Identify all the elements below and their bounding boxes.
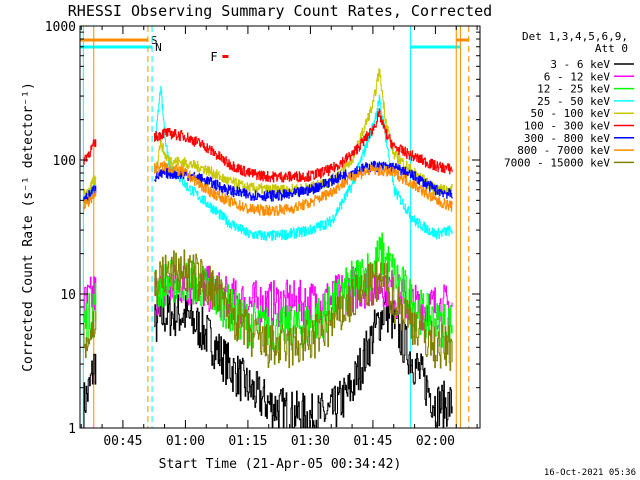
- series-line: [83, 249, 453, 371]
- y-tick-label: 1000: [45, 20, 76, 35]
- y-tick-label: 100: [53, 154, 76, 169]
- x-tick-label: 01:45: [353, 434, 392, 449]
- legend-item-label: 6 - 12 keV: [544, 70, 611, 83]
- x-tick-label: 01:15: [228, 434, 267, 449]
- y-tick-label: 1: [68, 422, 76, 437]
- flare-flag-bar: [222, 55, 229, 58]
- x-axis-label: Start Time (21-Apr-05 00:34:42): [159, 457, 402, 472]
- series-line: [83, 160, 453, 217]
- legend-item-label: 12 - 25 keV: [537, 83, 610, 96]
- footer-timestamp: 16-Oct-2021 05:36: [544, 468, 636, 478]
- legend-header-line1: Det 1,3,4,5,6,9,: [522, 30, 628, 43]
- legend-header-line2: Att 0: [595, 42, 628, 55]
- x-tick-label: 01:00: [166, 434, 205, 449]
- series-line: [83, 232, 453, 352]
- y-tick-label: 10: [60, 288, 76, 303]
- x-tick-label: 00:45: [103, 434, 142, 449]
- legend-item-label: 300 - 800 keV: [524, 132, 610, 145]
- y-axis-label: Corrected Count Rate (s⁻¹ detector⁻¹): [21, 82, 36, 372]
- saa-flag-label: S: [151, 34, 158, 47]
- y-axis: 1 10 100 1000: [45, 20, 480, 437]
- x-tick-label: 02:00: [416, 434, 455, 449]
- series-layer: [83, 68, 453, 429]
- flare-flag-label: F: [210, 50, 217, 64]
- legend-item-label: 7000 - 15000 keV: [504, 156, 610, 169]
- legend-item-label: 3 - 6 keV: [550, 58, 610, 71]
- flag-bars: SN F: [80, 34, 469, 64]
- chart-title: RHESSI Observing Summary Count Rates, Co…: [68, 2, 492, 20]
- legend-item-label: 50 - 100 keV: [531, 107, 611, 120]
- x-tick-label: 01:30: [291, 434, 330, 449]
- night-flag-label: N: [155, 41, 162, 54]
- legend-item-label: 800 - 7000 keV: [517, 144, 610, 157]
- x-axis: 00:45 01:00 01:15 01:30 01:45 02:00: [80, 26, 478, 449]
- series-line: [83, 108, 453, 183]
- legend-item-label: 100 - 300 keV: [524, 120, 610, 133]
- legend-item-label: 25 - 50 keV: [537, 95, 610, 108]
- plot-frame: [79, 25, 481, 429]
